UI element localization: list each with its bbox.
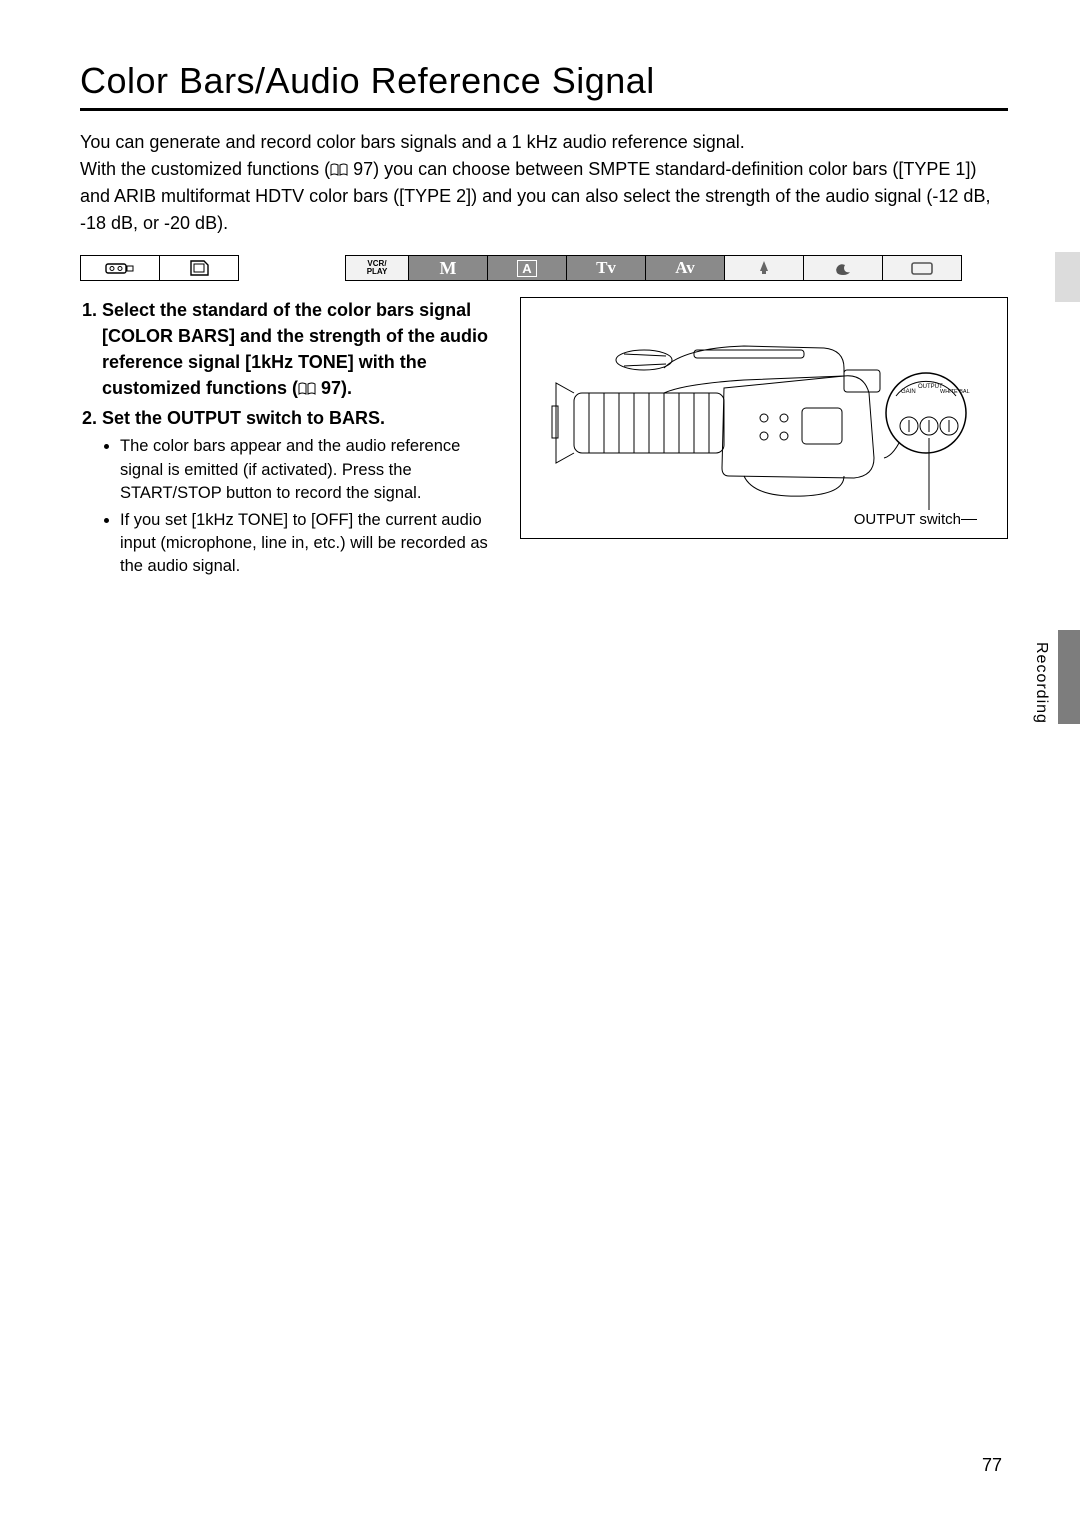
manual-ref-icon: [298, 382, 316, 395]
step-1-ref: 97).: [316, 378, 352, 398]
step-1-text: Select the standard of the color bars si…: [102, 300, 488, 398]
mode-easy-icon: [883, 255, 962, 281]
intro-line1: You can generate and record color bars s…: [80, 132, 745, 152]
bullet-2: If you set [1kHz TONE] to [OFF] the curr…: [120, 509, 500, 578]
intro-paragraph: You can generate and record color bars s…: [80, 129, 1008, 237]
mode-night-icon: [804, 255, 883, 281]
intro-line2b: 97) you can choose between SMPTE standar…: [348, 159, 892, 179]
mode-auto: A: [488, 255, 567, 281]
steps-column: Select the standard of the color bars si…: [80, 297, 500, 582]
content-columns: Select the standard of the color bars si…: [80, 297, 1008, 582]
mode-camera-icon: [80, 255, 160, 281]
step-2: Set the OUTPUT switch to BARS. The color…: [102, 405, 500, 578]
mode-dial-strip: VCR/ PLAY M A Tv Av: [80, 255, 1008, 281]
bullet-1: The color bars appear and the audio refe…: [120, 435, 500, 504]
mode-spotlight-icon: [725, 255, 804, 281]
mode-manual: M: [409, 255, 488, 281]
step-1: Select the standard of the color bars si…: [102, 297, 500, 401]
page-number: 77: [982, 1455, 1002, 1476]
manual-ref-icon: [330, 163, 348, 176]
svg-text:WHITE BAL: WHITE BAL: [940, 389, 970, 395]
mode-av: Av: [646, 255, 725, 281]
mode-card-icon: [160, 255, 239, 281]
step-2-bullets: The color bars appear and the audio refe…: [102, 435, 500, 578]
mode-tv: Tv: [567, 255, 646, 281]
camera-illustration: GAIN OUTPUT WHITE BAL: [521, 298, 1007, 538]
title-underline: [80, 108, 1008, 111]
page-title: Color Bars/Audio Reference Signal: [80, 60, 1008, 102]
svg-text:GAIN: GAIN: [901, 389, 916, 395]
mode-gap: [239, 255, 345, 281]
page-content: Color Bars/Audio Reference Signal You ca…: [0, 0, 1080, 1526]
mode-vcr-play: VCR/ PLAY: [345, 255, 409, 281]
steps-list: Select the standard of the color bars si…: [80, 297, 500, 578]
step-2-text: Set the OUTPUT switch to BARS.: [102, 408, 385, 428]
intro-line2a: With the customized functions (: [80, 159, 330, 179]
output-switch-label: OUTPUT switch: [854, 511, 961, 528]
output-label-leader: [961, 519, 977, 520]
camera-diagram: GAIN OUTPUT WHITE BAL OUTPUT switch: [520, 297, 1008, 539]
